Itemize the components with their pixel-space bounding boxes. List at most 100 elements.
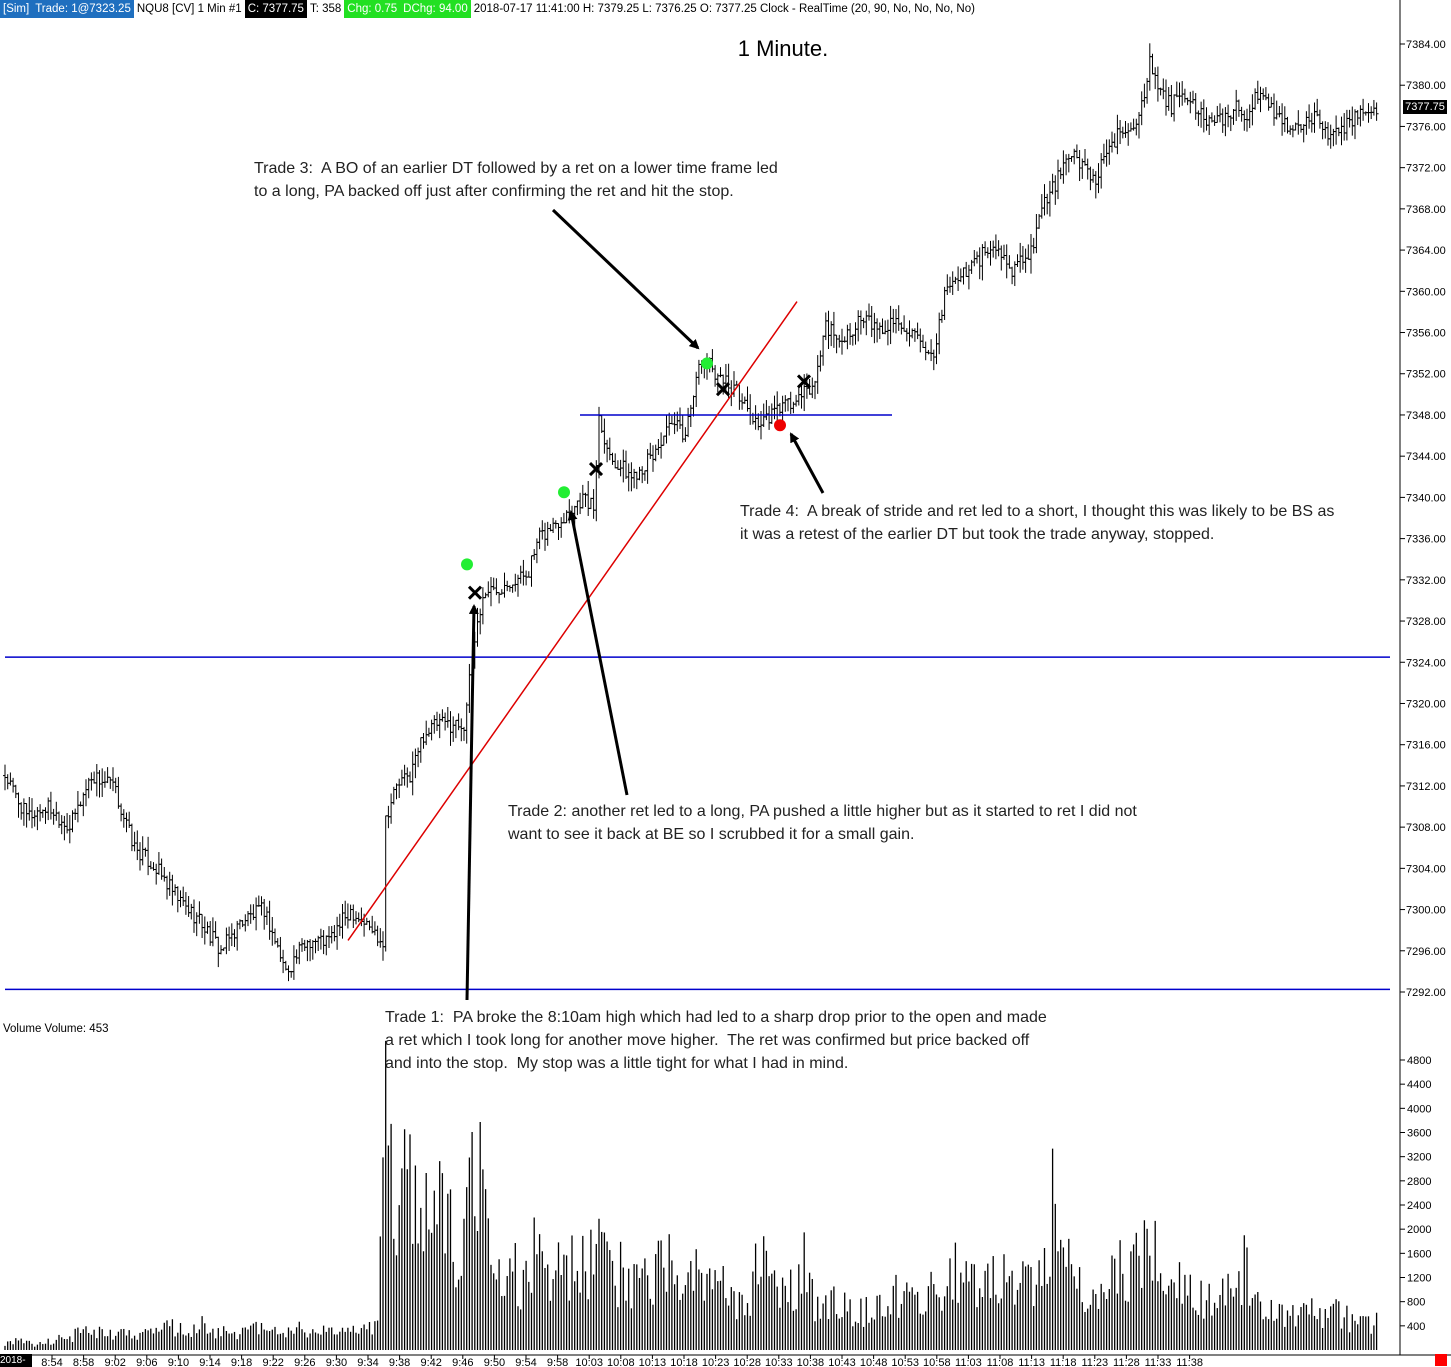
time-tick-label: 11:03	[955, 1357, 982, 1367]
volume-tick-label: 4800	[1407, 1055, 1431, 1067]
time-tick-label: 10:43	[828, 1357, 856, 1367]
price-tick-label: 7356.00	[1406, 328, 1446, 340]
time-tick-label: 9:26	[294, 1357, 315, 1367]
price-tick-label: 7316.00	[1406, 740, 1446, 752]
exit-marker-stroke	[796, 374, 812, 389]
exit-marker-stroke	[715, 382, 731, 397]
time-tick-label: 9:02	[104, 1357, 125, 1367]
time-tick-label: 11:28	[1113, 1357, 1140, 1367]
volume-tick-label: 4400	[1407, 1079, 1431, 1091]
price-tick-label: 7368.00	[1406, 204, 1446, 216]
chart-title: 1 Minute.	[737, 36, 829, 61]
volume-tick-label: 3600	[1407, 1128, 1431, 1140]
volume-tick-label: 3200	[1407, 1152, 1431, 1164]
time-tick-label: 9:46	[452, 1357, 473, 1367]
long-entry-marker	[558, 486, 570, 499]
price-tick-label: 7372.00	[1406, 163, 1446, 175]
change-label: Chg: 0.75	[344, 0, 401, 18]
exit-marker	[467, 585, 483, 600]
price-tick-label: 7312.00	[1406, 781, 1446, 793]
trade-label: Trade: 1@7323.25	[32, 0, 134, 18]
price-tick-label: 7384.00	[1406, 39, 1446, 51]
time-tick-label: 10:18	[670, 1357, 698, 1367]
time-tick-label: 10:33	[765, 1357, 793, 1367]
long-entry-marker	[701, 357, 713, 370]
trade3-note: Trade 3: A BO of an earlier DT followed …	[254, 160, 778, 200]
price-tick-label: 7328.00	[1406, 616, 1446, 628]
dchange-label: DChg: 94.00	[400, 0, 471, 18]
time-tick-label: 11:38	[1176, 1357, 1203, 1367]
trade1-note: Trade 1: PA broke the 8:10am high which …	[385, 1009, 1047, 1072]
price-tick-label: 7296.00	[1406, 946, 1446, 958]
time-tick-label: 9:58	[547, 1357, 568, 1367]
price-tick-label: 7352.00	[1406, 369, 1446, 381]
time-tick-label: 10:48	[860, 1357, 888, 1367]
time-tick-label: 9:22	[262, 1357, 283, 1367]
time-tick-label: 9:50	[484, 1357, 505, 1367]
long-entry-marker	[461, 558, 473, 571]
exit-marker-stroke	[467, 585, 483, 600]
current-price-tag: 7377.75	[1403, 100, 1447, 114]
info-label: 2018-07-17 11:41:00 H: 7379.25 L: 7376.2…	[473, 3, 975, 15]
time-tick-label: 10:03	[575, 1357, 603, 1367]
price-bars	[3, 43, 1379, 982]
time-tick-label: 11:13	[1018, 1357, 1045, 1367]
exit-marker-stroke	[588, 461, 604, 477]
trade4-arrow	[789, 432, 825, 494]
price-tick-label: 7380.00	[1406, 80, 1446, 92]
volume-tick-label: 400	[1407, 1321, 1425, 1333]
price-tick-label: 7304.00	[1406, 863, 1446, 875]
trade2-note: Trade 2: another ret led to a long, PA p…	[508, 803, 1137, 843]
price-tick-label: 7336.00	[1406, 534, 1446, 546]
time-tick-label: 8:54	[41, 1357, 62, 1367]
trade2-arrow	[567, 510, 629, 796]
time-tick-label: 10:28	[733, 1357, 761, 1367]
chart-header: [Sim] Trade: 1@7323.25 NQU8 [CV] 1 Min #1 C…	[0, 0, 1400, 18]
volume-tick-label: 2000	[1407, 1224, 1431, 1236]
account-label: [Sim]	[0, 0, 33, 18]
time-tick-label: 9:54	[515, 1357, 536, 1367]
trade4-note: Trade 4: A break of stride and ret led t…	[740, 503, 1335, 543]
time-tick-label: 9:14	[199, 1357, 220, 1367]
price-tick-label: 7376.00	[1406, 121, 1446, 133]
time-tick-label: 10:23	[702, 1357, 730, 1367]
symbol-label: NQU8 [CV] 1 Min #1	[136, 3, 242, 15]
time-tick-label: 9:34	[357, 1357, 378, 1367]
time-tick-label: 10:58	[923, 1357, 951, 1367]
volume-bars	[4, 1040, 1378, 1350]
volume-tick-label: 1200	[1407, 1273, 1431, 1285]
volume-tick-label: 800	[1407, 1297, 1425, 1309]
time-tick-label: 10:38	[797, 1357, 825, 1367]
chart-overlays	[5, 208, 1390, 1001]
price-tick-label: 7364.00	[1406, 245, 1446, 257]
time-tick-label: 9:42	[420, 1357, 441, 1367]
time-tick-label: 9:38	[389, 1357, 410, 1367]
price-tick-label: 7308.00	[1406, 822, 1446, 834]
ticks-label: T: 358	[309, 3, 342, 15]
time-tick-label: 9:06	[136, 1357, 157, 1367]
time-tick-label: 11:08	[987, 1357, 1014, 1367]
time-tick-label: 10:13	[639, 1357, 667, 1367]
time-tick-label: 10:08	[607, 1357, 635, 1367]
trend-line	[347, 301, 798, 941]
volume-tick-label: 2400	[1407, 1200, 1431, 1212]
volume-tick-label: 4000	[1407, 1103, 1431, 1115]
time-tick-label: 9:30	[326, 1357, 347, 1367]
red-status-mark	[1435, 1354, 1447, 1366]
price-tick-label: 7292.00	[1406, 987, 1446, 999]
time-tick-label: 11:33	[1145, 1357, 1172, 1367]
time-tick-label: 9:18	[231, 1357, 252, 1367]
price-tick-label: 7340.00	[1406, 492, 1446, 504]
trade1-arrow	[465, 604, 479, 1001]
volume-label: Volume Volume: 453	[3, 1023, 109, 1035]
exit-marker	[588, 461, 604, 477]
price-tick-label: 7300.00	[1406, 905, 1446, 917]
time-tick-label: 10:53	[891, 1357, 919, 1367]
price-tick-label: 7348.00	[1406, 410, 1446, 422]
price-tick-label: 7360.00	[1406, 286, 1446, 298]
exit-marker	[796, 374, 812, 389]
trade3-arrow	[551, 208, 700, 350]
date-tag: 2018-07-17	[0, 1354, 32, 1367]
short-entry-marker	[774, 419, 786, 432]
